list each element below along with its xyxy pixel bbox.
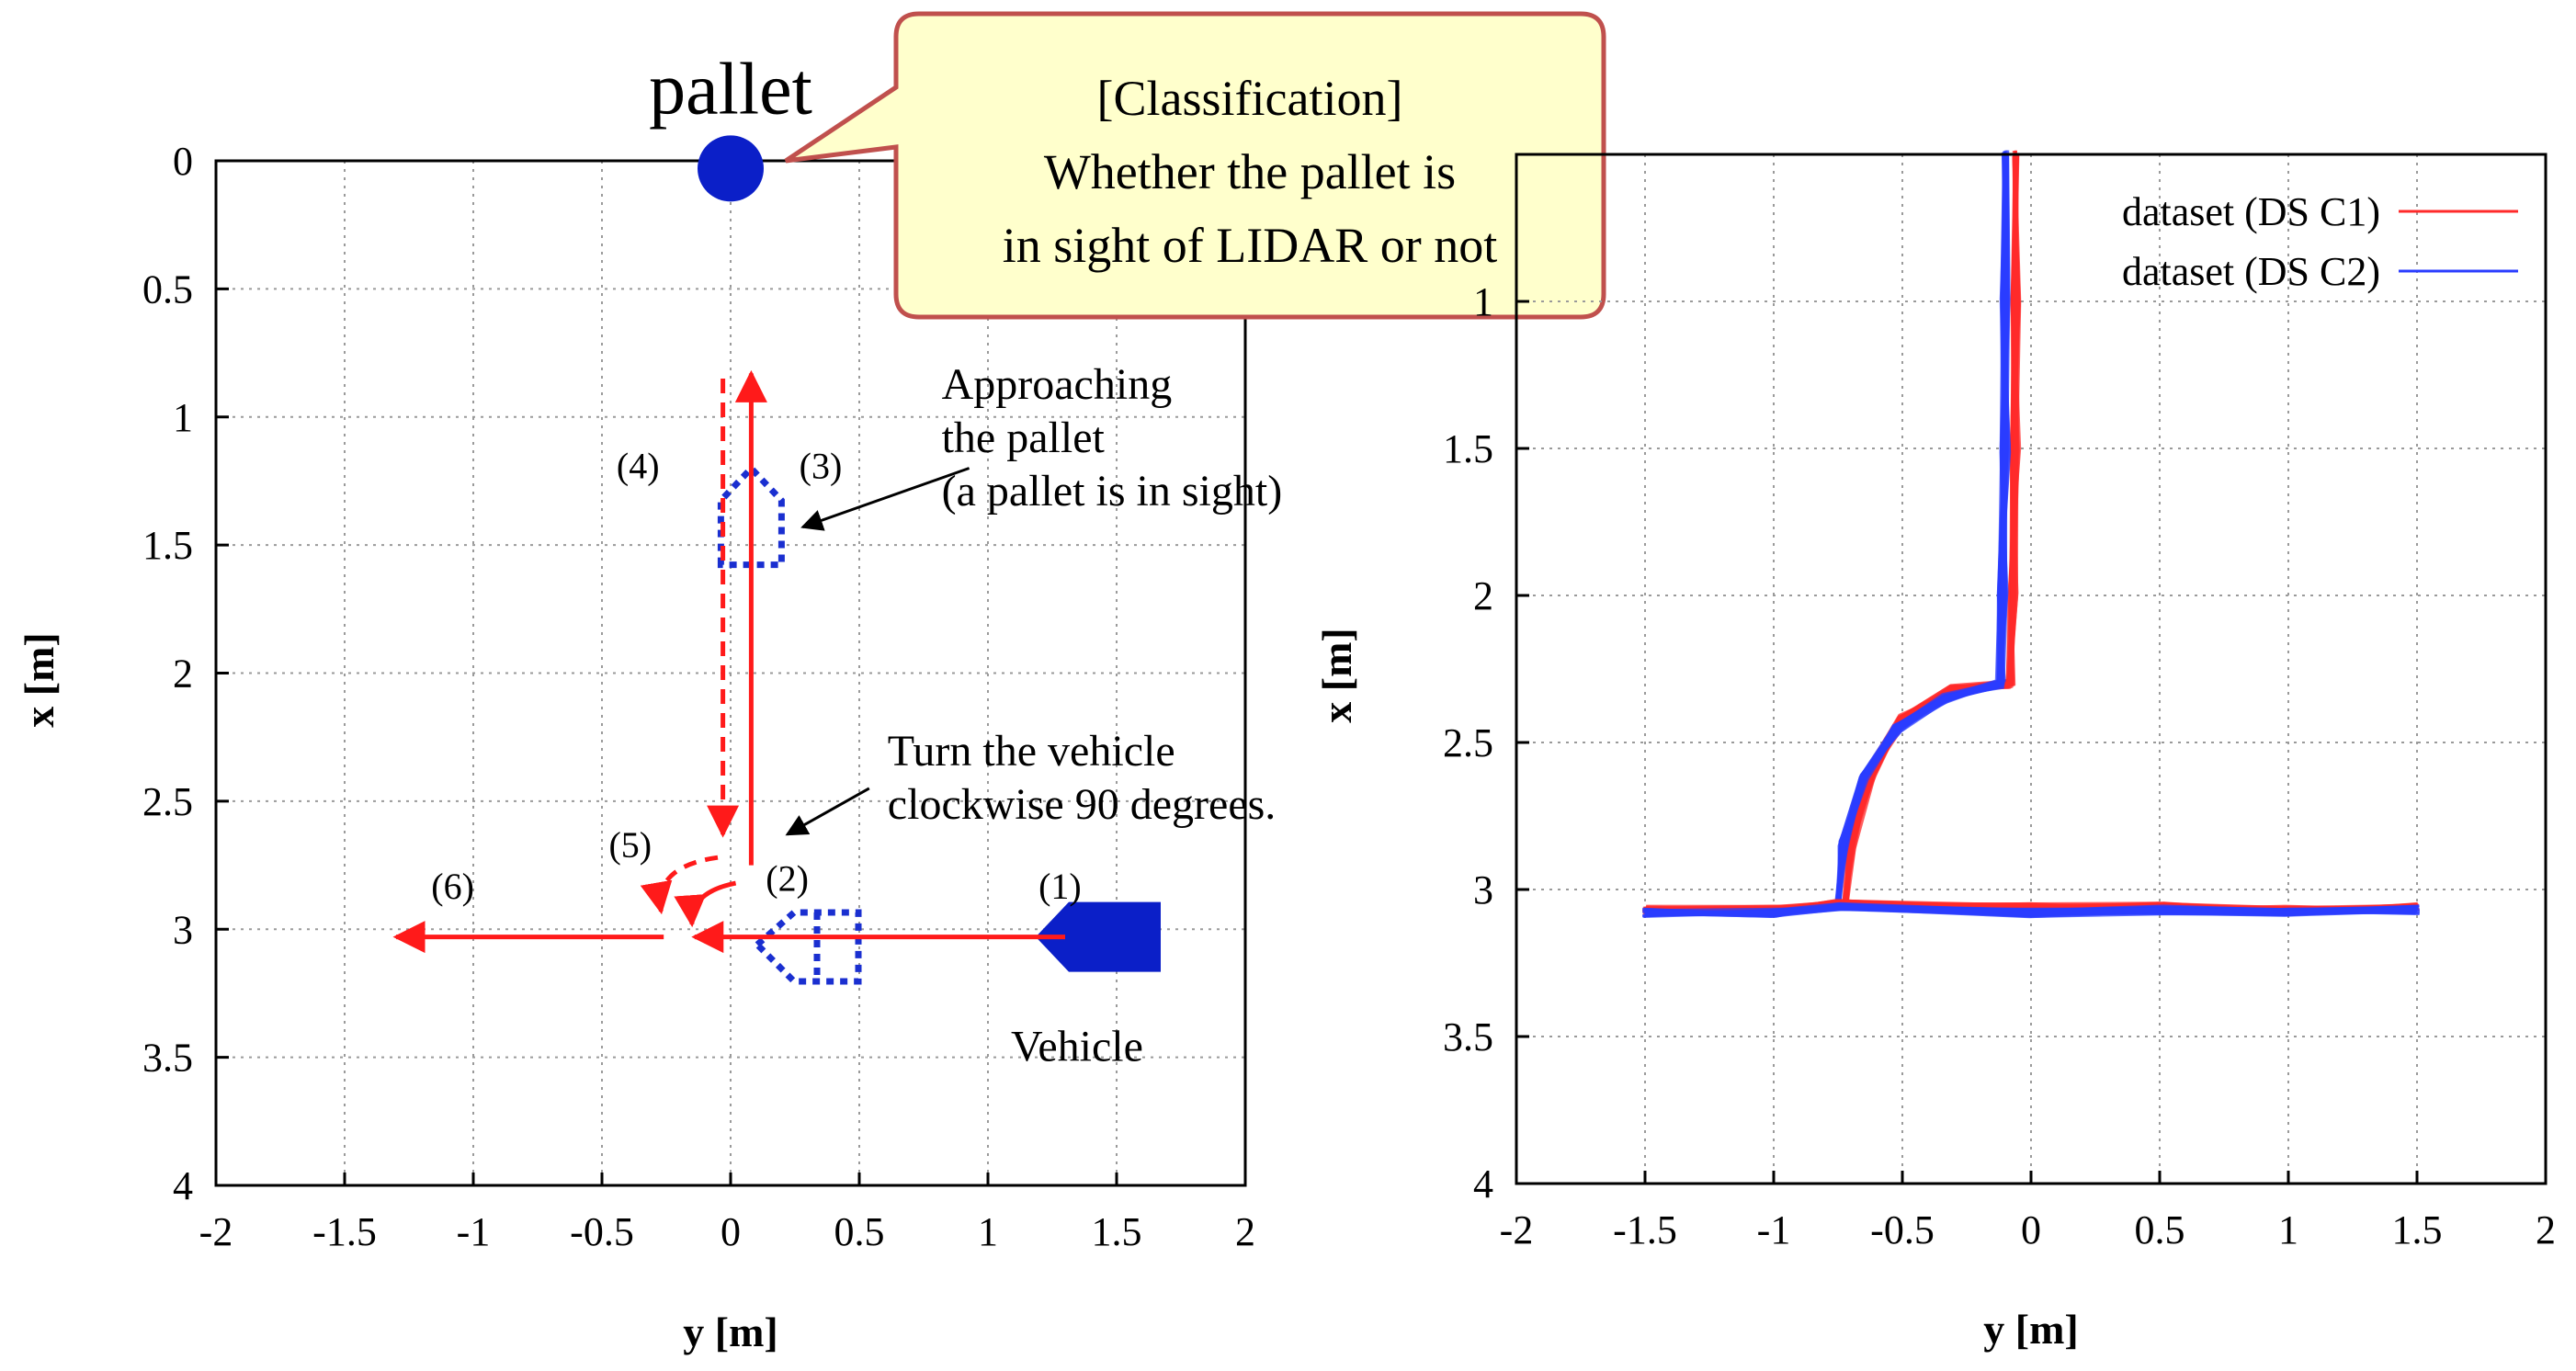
- series-line: [1836, 153, 2010, 902]
- classification-callout: [Classification] Whether the pallet is i…: [784, 11, 1606, 320]
- right-y-tick-label: 4: [1473, 1161, 1493, 1207]
- left-y-tick-label: 1.5: [142, 523, 193, 568]
- step-label: (2): [766, 857, 809, 899]
- right-y-tick-label: 2.5: [1443, 720, 1493, 765]
- pallet-marker: [698, 135, 764, 202]
- left-y-tick-label: 0.5: [142, 266, 193, 312]
- right-y-tick-label: 1: [1473, 279, 1493, 324]
- annotation-0: Approaching the pallet (a pallet is in sig…: [800, 360, 1283, 531]
- left-x-tick-label: 0.5: [834, 1209, 885, 1254]
- callout-line-2: Whether the pallet is: [1044, 144, 1456, 199]
- left-x-tick-label: -1: [457, 1209, 491, 1254]
- path-arrows: [392, 369, 1065, 954]
- left-x-tick-label: 1.5: [1092, 1209, 1142, 1254]
- left-plot: -2 -1.5 -1 -0.5 0 0.5 1 1.5 2 00.511.522.533.54 …: [16, 11, 1606, 1355]
- left-x-tick-label: -2: [199, 1209, 233, 1254]
- right-x-tick-label: -1.5: [1613, 1207, 1677, 1252]
- left-x-tick-label: -0.5: [570, 1209, 634, 1254]
- left-x-tick-label: 0: [721, 1209, 741, 1254]
- right-x-tick-label: 1: [2278, 1207, 2298, 1252]
- callout-line-1: [Classification]: [1097, 71, 1403, 126]
- left-x-tick-label: 2: [1235, 1209, 1255, 1254]
- step-label: (6): [431, 866, 474, 907]
- series-line: [1845, 156, 2021, 901]
- series-line: [1845, 155, 2018, 909]
- annotations: Approaching the pallet (a pallet is in sig…: [785, 360, 1283, 836]
- right-y-axis-label: x [m]: [1313, 628, 1360, 722]
- left-grid: [216, 161, 1245, 1185]
- left-y-tick-label: 4: [173, 1163, 193, 1208]
- right-y-tick-label: 1.5: [1443, 426, 1493, 471]
- series-line: [1845, 153, 2016, 906]
- left-x-tick-label: -1.5: [312, 1209, 377, 1254]
- annotation-line: Turn the vehicle: [888, 727, 1175, 776]
- series-line: [1844, 156, 2019, 908]
- right-x-tick-label: -0.5: [1870, 1207, 1935, 1252]
- left-y-ticks: 0 0.5 1 1.5 2 2.5 3 3.5 4: [142, 139, 229, 1208]
- series-0: [1842, 150, 2022, 909]
- callout-line-3: in sight of LIDAR or not: [1003, 218, 1497, 273]
- vehicle-label: Vehicle: [1011, 1023, 1143, 1071]
- left-y-tick-label: 0: [173, 139, 193, 184]
- series-line: [1844, 151, 2022, 902]
- series-core: [1645, 904, 2418, 916]
- series-core: [1835, 154, 2008, 905]
- step-label: (3): [800, 446, 843, 487]
- legend-label: dataset (DS C2): [2122, 249, 2380, 294]
- right-y-tick-label: 3.5: [1443, 1014, 1493, 1059]
- right-grid: [1516, 154, 2546, 1184]
- left-x-tick-label: 1: [978, 1209, 998, 1254]
- annotation-line: (a pallet is in sight): [942, 467, 1283, 516]
- right-x-tick-label: 1.5: [2392, 1207, 2443, 1252]
- left-y-tick-label: 3.5: [142, 1036, 193, 1081]
- series-line: [1845, 153, 2020, 906]
- left-y-tick-label: 2.5: [142, 779, 193, 824]
- left-x-ticks: -2 -1.5 -1 -0.5 0 0.5 1 1.5 2: [199, 1173, 1255, 1254]
- annotation-line: the pallet: [942, 414, 1106, 462]
- right-plot: -2 -1.5 -1 -0.5 0 0.5 1 1.5 2 1 1.5 2 2.5 3 3.5 4 y [m…: [1313, 150, 2556, 1353]
- series-line: [1844, 153, 2019, 908]
- right-x-tick-label: -1: [1757, 1207, 1791, 1252]
- right-x-tick-label: 2: [2536, 1207, 2556, 1252]
- left-y-tick-label: 2: [173, 652, 193, 697]
- right-x-axis-label: y [m]: [1983, 1306, 2078, 1353]
- series-3: [1642, 901, 2420, 919]
- left-x-axis-label: y [m]: [683, 1309, 777, 1355]
- right-y-tick-label: 2: [1473, 573, 1493, 618]
- right-y-ticks: 1 1.5 2 2.5 3 3.5 4: [1443, 279, 1529, 1207]
- vehicle-pose-facing-pallet: [717, 463, 785, 569]
- right-series: [1642, 150, 2420, 919]
- step-label: (5): [608, 824, 652, 866]
- left-y-tick-label: 3: [173, 907, 193, 952]
- left-y-tick-label: 1: [173, 395, 193, 440]
- vehicle-pose-facing-left: [752, 909, 862, 985]
- turn-arc-dashed: [640, 855, 719, 915]
- callout-bubble: [784, 11, 1606, 320]
- step-labels: (1) (2) (3) (4) (5) (6): [431, 446, 1081, 907]
- left-y-axis-label: x [m]: [16, 632, 62, 727]
- right-x-tick-label: 0: [2021, 1207, 2041, 1252]
- annotation-line: Approaching: [942, 360, 1173, 409]
- step-label: (4): [617, 446, 660, 487]
- right-x-tick-label: -2: [1500, 1207, 1534, 1252]
- right-x-tick-label: 0.5: [2135, 1207, 2185, 1252]
- right-x-ticks: -2 -1.5 -1 -0.5 0 0.5 1 1.5 2: [1500, 1171, 2556, 1252]
- right-y-tick-label: 3: [1473, 867, 1493, 912]
- annotation-arrow: [800, 467, 970, 531]
- step-label: (1): [1038, 866, 1082, 907]
- annotation-line: clockwise 90 degrees.: [888, 780, 1277, 829]
- annotation-arrow: [785, 787, 870, 836]
- legend-label: dataset (DS C1): [2122, 189, 2380, 234]
- legend: dataset (DS C1) dataset (DS C2): [2122, 189, 2518, 294]
- vehicle-marker: [1036, 901, 1161, 972]
- turn-arc-solid: [674, 880, 737, 928]
- pallet-label: pallet: [649, 49, 812, 130]
- series-1: [1834, 150, 2012, 909]
